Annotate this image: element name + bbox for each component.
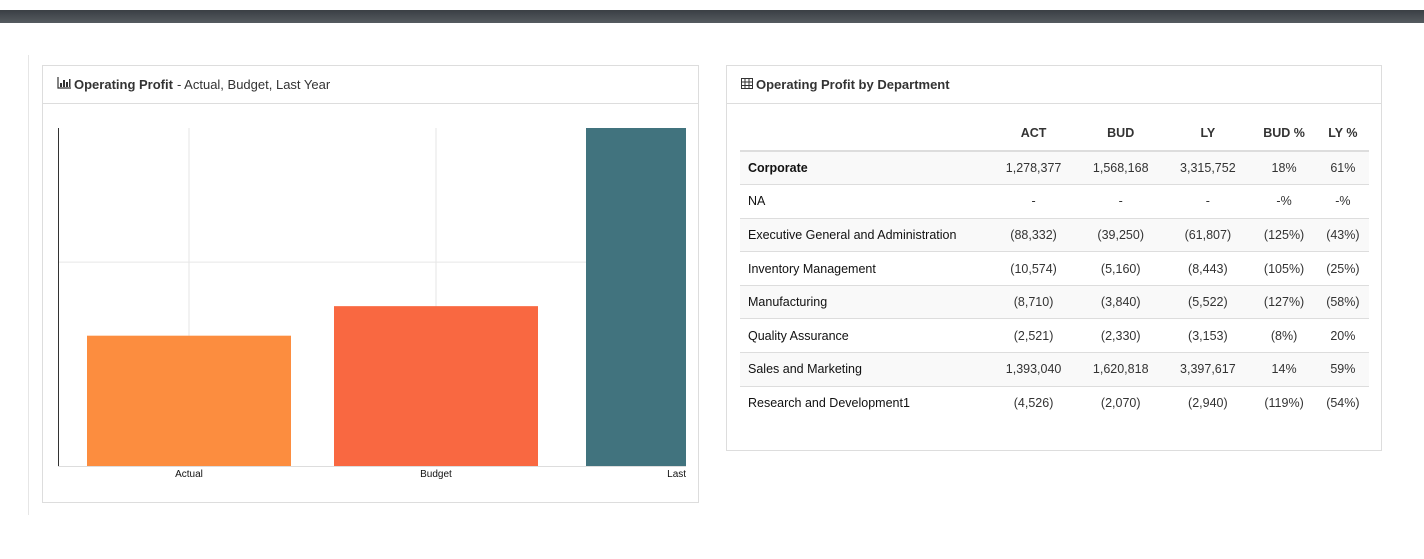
- table-row: Executive General and Administration (88,…: [740, 218, 1369, 253]
- department-name: Executive General and Administration: [740, 218, 990, 253]
- table-row: NA - - - -% -%: [740, 184, 1369, 219]
- cell-value: (10,574): [990, 251, 1078, 286]
- cell-value: (5,522): [1164, 285, 1252, 320]
- table-icon: [741, 77, 753, 92]
- cell-value: (125%): [1251, 218, 1317, 253]
- divider: [28, 55, 29, 515]
- cell-value: 1,620,818: [1077, 352, 1165, 387]
- department-table-panel: Operating Profit by Department ACT BUD LY B…: [726, 65, 1382, 451]
- cell-value: 18%: [1251, 151, 1317, 186]
- table-row: Inventory Management (10,574) (5,160) (8,44…: [740, 251, 1369, 286]
- table-row: Quality Assurance (2,521) (2,330) (3,153) (8…: [740, 318, 1369, 354]
- operating-profit-chart-panel: Operating Profit - Actual, Budget, Last …: [42, 65, 699, 503]
- cell-value: (5,160): [1077, 251, 1165, 286]
- x-tick-label: Actual: [175, 469, 203, 480]
- table-row: Manufacturing (8,710) (3,840) (5,522) (127%)…: [740, 285, 1369, 320]
- cell-value: (39,250): [1077, 218, 1165, 253]
- department-name: NA: [740, 184, 990, 219]
- department-name: Corporate: [740, 151, 990, 186]
- cell-value: 61%: [1316, 151, 1369, 186]
- cell-value: (105%): [1251, 251, 1317, 286]
- cell-value: (119%): [1264, 396, 1304, 411]
- plot-area: Actual Budget Last Year: [58, 128, 698, 480]
- cell-value: -: [1164, 184, 1252, 219]
- cell-value: -%: [1251, 184, 1317, 219]
- bar-chart-icon: [57, 77, 71, 92]
- cell-value: (3,840): [1077, 285, 1165, 320]
- cell-value: (25%): [1316, 251, 1369, 286]
- cell-value: (2,070): [1100, 396, 1141, 411]
- cell-value: 1,278,377: [990, 151, 1078, 186]
- cell-value: 20%: [1316, 318, 1369, 354]
- department-name: Research and Development1: [748, 396, 910, 411]
- cell-value: -: [1077, 184, 1165, 219]
- bar-chart: Actual Budget Last Year: [58, 128, 698, 480]
- cell-value: (88,332): [990, 218, 1078, 253]
- cell-value: 1,393,040: [990, 352, 1078, 387]
- column-header: LY: [1164, 116, 1252, 152]
- cell-value: (4,526): [1013, 396, 1054, 411]
- cell-value: 14%: [1251, 352, 1317, 387]
- cell-value: (8%): [1251, 318, 1317, 354]
- table-row: Sales and Marketing 1,393,040 1,620,818 3,3…: [740, 352, 1369, 387]
- column-header: [740, 116, 990, 152]
- cell-value: 3,397,617: [1164, 352, 1252, 387]
- cell-value: -%: [1316, 184, 1369, 219]
- cell-value: (127%): [1251, 285, 1317, 320]
- column-header: LY %: [1316, 116, 1369, 152]
- cell-value: (2,330): [1077, 318, 1165, 354]
- cell-value: -: [990, 184, 1078, 219]
- panel-title: Operating Profit: [74, 77, 173, 92]
- bar-actual: [87, 335, 291, 466]
- column-header: BUD %: [1251, 116, 1317, 152]
- cell-value: (43%): [1316, 218, 1369, 253]
- cell-value: (8,443): [1164, 251, 1252, 286]
- department-name: Manufacturing: [740, 285, 990, 320]
- cell-value: (8,710): [990, 285, 1078, 320]
- bar-budget: [334, 306, 538, 466]
- x-tick-label: Budget: [420, 469, 452, 480]
- cell-value: (3,153): [1164, 318, 1252, 354]
- bar-last-year: [586, 128, 686, 466]
- panel-title: Operating Profit by Department: [756, 77, 950, 92]
- department-name: Inventory Management: [740, 251, 990, 286]
- cell-value: (61,807): [1164, 218, 1252, 253]
- panel-header: Operating Profit by Department: [727, 66, 1381, 104]
- cell-value: (2,521): [990, 318, 1078, 354]
- cell-value: 1,568,168: [1077, 151, 1165, 186]
- column-header: BUD: [1077, 116, 1165, 152]
- panel-subtitle: - Actual, Budget, Last Year: [176, 77, 331, 92]
- cell-value: 3,315,752: [1164, 151, 1252, 186]
- cell-value: (2,940): [1188, 396, 1228, 411]
- cell-value: (58%): [1316, 285, 1369, 320]
- cell-value: 59%: [1316, 352, 1369, 387]
- department-name: Sales and Marketing: [740, 352, 990, 387]
- table-row: Corporate 1,278,377 1,568,168 3,315,752 18% 6…: [740, 151, 1369, 186]
- top-nav-bar: [0, 10, 1424, 23]
- x-tick-label: Last Year: [667, 469, 698, 480]
- department-name: Quality Assurance: [740, 318, 990, 354]
- department-table: ACT BUD LY BUD % LY % Corporate 1,278,377 1,56…: [740, 116, 1369, 420]
- table-row: Research and Development1 (4,526) (2,070) (…: [740, 386, 1369, 420]
- column-header: ACT: [990, 116, 1078, 152]
- panel-header: Operating Profit - Actual, Budget, Last …: [43, 66, 698, 104]
- cell-value: (54%): [1326, 396, 1360, 411]
